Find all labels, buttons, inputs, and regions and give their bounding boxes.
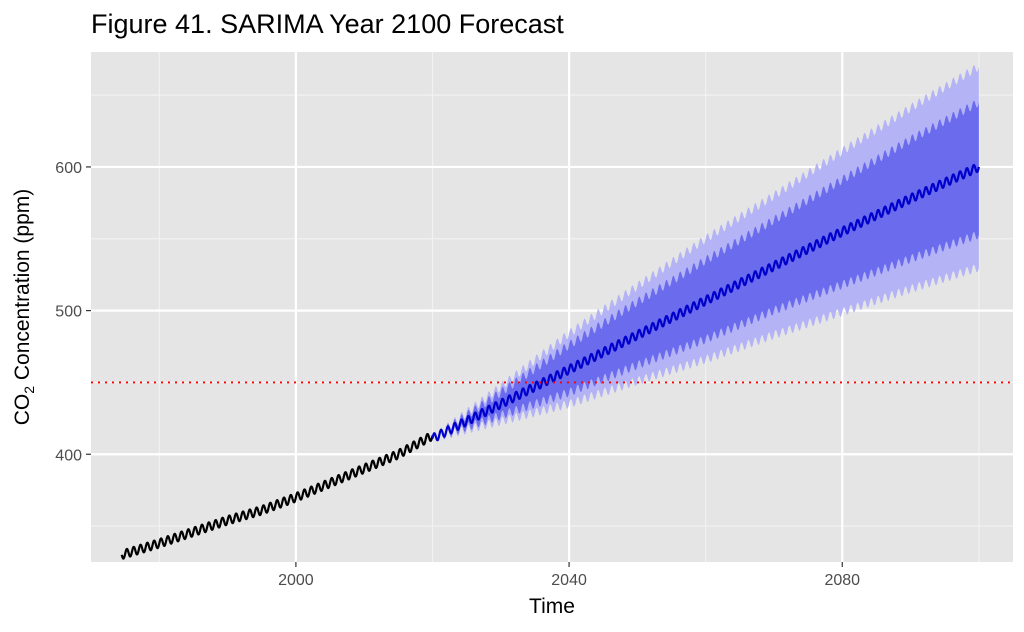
y-tick-label: 600	[55, 160, 82, 177]
chart-title: Figure 41. SARIMA Year 2100 Forecast	[91, 9, 564, 39]
x-axis-ticks: 2000 2040 2080	[278, 562, 860, 589]
y-axis-ticks: 400 500 600	[55, 160, 91, 464]
x-tick-label: 2000	[278, 572, 314, 589]
x-axis-title: Time	[529, 595, 575, 618]
y-axis-title-subscript: 2	[21, 386, 37, 394]
interval-80-band	[432, 100, 979, 442]
y-tick-label: 500	[55, 304, 82, 321]
x-tick-label: 2080	[824, 572, 860, 589]
x-tick-label: 2040	[551, 572, 587, 589]
plot-panel	[91, 52, 1013, 562]
forecast-intervals	[432, 65, 979, 442]
y-axis-title-suffix: Concentration (ppm)	[11, 189, 34, 386]
y-tick-label: 400	[55, 447, 82, 464]
y-axis-title-prefix: CO	[11, 394, 34, 426]
series-lines	[120, 163, 980, 560]
observed-series-line	[120, 432, 434, 560]
forecast-series-line	[431, 163, 980, 442]
y-axis-title: CO2 Concentration (ppm)	[11, 189, 37, 426]
